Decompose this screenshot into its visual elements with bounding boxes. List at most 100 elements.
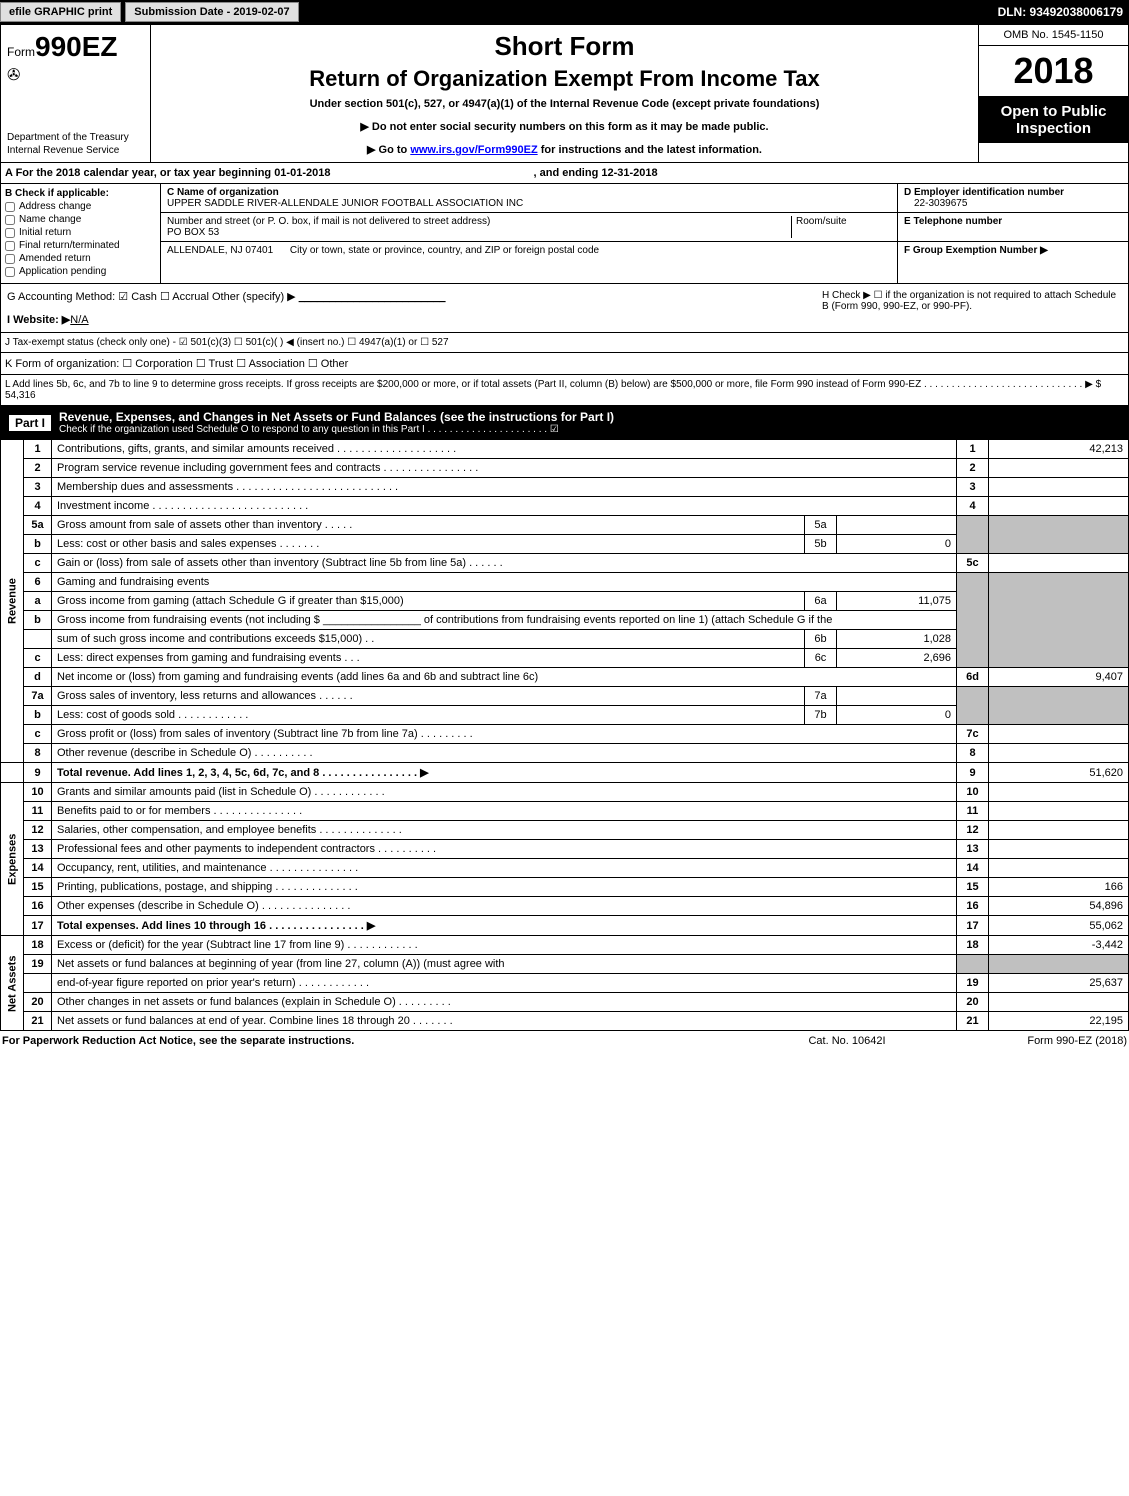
line-value <box>989 744 1129 763</box>
line-desc: Program service revenue including govern… <box>52 459 957 478</box>
line-num: c <box>24 554 52 573</box>
line-ref: 5c <box>957 554 989 573</box>
netassets-side-label: Net Assets <box>1 936 24 1031</box>
chk-amended-return[interactable] <box>5 254 15 264</box>
line-desc: sum of such gross income and contributio… <box>52 630 805 649</box>
line-value: 9,407 <box>989 668 1129 687</box>
line-value: 55,062 <box>989 916 1129 936</box>
line-num: 10 <box>24 783 52 802</box>
line-value <box>989 859 1129 878</box>
line-num: 12 <box>24 821 52 840</box>
line-num: 5a <box>24 516 52 535</box>
line-desc: Less: cost of goods sold . . . . . . . .… <box>52 706 805 725</box>
gray-cell <box>957 955 989 974</box>
goto-instructions: ▶ Go to www.irs.gov/Form990EZ for instru… <box>157 143 972 156</box>
submission-date: Submission Date - 2019-02-07 <box>125 2 298 22</box>
line-value <box>989 821 1129 840</box>
irs-link[interactable]: www.irs.gov/Form990EZ <box>410 144 537 156</box>
efile-print-button[interactable]: efile GRAPHIC print <box>0 2 121 22</box>
line-num: b <box>24 611 52 630</box>
chk-initial-return[interactable] <box>5 228 15 238</box>
i-website-label: I Website: ▶ <box>7 314 70 326</box>
dept-treasury: Department of the Treasury <box>7 132 144 143</box>
line-desc: Gain or (loss) from sale of assets other… <box>52 554 957 573</box>
mini-ref: 7a <box>805 687 837 706</box>
city-label: City or town, state or province, country… <box>290 245 599 256</box>
line-desc: Investment income . . . . . . . . . . . … <box>52 497 957 516</box>
form-ref: Form 990-EZ (2018) <box>947 1035 1127 1047</box>
gray-cell <box>957 573 989 668</box>
line-desc: Membership dues and assessments . . . . … <box>52 478 957 497</box>
line-a-label: A For the 2018 calendar year, or tax yea… <box>5 167 330 179</box>
line-ref: 3 <box>957 478 989 497</box>
part1-title: Revenue, Expenses, and Changes in Net As… <box>59 410 614 424</box>
line-num: 8 <box>24 744 52 763</box>
k-form-org: K Form of organization: ☐ Corporation ☐ … <box>0 353 1129 375</box>
irs-label: Internal Revenue Service <box>7 145 144 156</box>
line-ref: 1 <box>957 440 989 459</box>
c-name-label: C Name of organization <box>167 187 279 198</box>
org-name: UPPER SADDLE RIVER-ALLENDALE JUNIOR FOOT… <box>167 198 523 209</box>
tax-year: 2018 <box>979 46 1128 97</box>
chk-application-pending[interactable] <box>5 267 15 277</box>
line-num: c <box>24 725 52 744</box>
line-num: 2 <box>24 459 52 478</box>
expenses-side-label: Expenses <box>1 783 24 936</box>
goto-post: for instructions and the latest informat… <box>538 144 762 156</box>
treasury-seal-icon: ✇ <box>7 65 144 85</box>
line-num <box>24 974 52 993</box>
line-num: 1 <box>24 440 52 459</box>
line-ref: 12 <box>957 821 989 840</box>
omb-number: OMB No. 1545-1150 <box>979 25 1128 46</box>
line-ref: 15 <box>957 878 989 897</box>
line-desc: Gross income from gaming (attach Schedul… <box>52 592 805 611</box>
line-num: 19 <box>24 955 52 974</box>
line-desc: Gross amount from sale of assets other t… <box>52 516 805 535</box>
line-num: 3 <box>24 478 52 497</box>
line-num: 18 <box>24 936 52 955</box>
line-ref: 18 <box>957 936 989 955</box>
line-num: 9 <box>24 763 52 783</box>
gray-cell <box>989 516 1129 554</box>
e-phone-label: E Telephone number <box>904 216 1002 227</box>
main-title: Return of Organization Exempt From Incom… <box>157 66 972 92</box>
d-ein-label: D Employer identification number <box>904 187 1064 198</box>
line-desc: Net assets or fund balances at end of ye… <box>52 1012 957 1031</box>
line-num: d <box>24 668 52 687</box>
line-value <box>989 840 1129 859</box>
gray-cell <box>989 687 1129 725</box>
mini-ref: 6b <box>805 630 837 649</box>
line-desc: Gross sales of inventory, less returns a… <box>52 687 805 706</box>
line-value <box>989 459 1129 478</box>
gray-cell <box>989 955 1129 974</box>
line-ref: 13 <box>957 840 989 859</box>
line-ref: 4 <box>957 497 989 516</box>
g-accounting: G Accounting Method: ☑ Cash ☐ Accrual Ot… <box>7 291 296 303</box>
line-desc: Net assets or fund balances at beginning… <box>52 955 957 974</box>
mini-val <box>837 687 957 706</box>
paperwork-notice: For Paperwork Reduction Act Notice, see … <box>2 1035 747 1047</box>
line-num: 13 <box>24 840 52 859</box>
d-ein-value: 22-3039675 <box>904 198 967 209</box>
chk-final-return[interactable] <box>5 241 15 251</box>
mini-ref: 6c <box>805 649 837 668</box>
mini-val: 0 <box>837 535 957 554</box>
line-a-ending: , and ending 12-31-2018 <box>534 167 658 179</box>
mini-val: 1,028 <box>837 630 957 649</box>
street-value: PO BOX 53 <box>167 227 219 238</box>
room-suite-label: Room/suite <box>791 216 891 238</box>
line-value: -3,442 <box>989 936 1129 955</box>
line-desc: Professional fees and other payments to … <box>52 840 957 859</box>
line-ref: 9 <box>957 763 989 783</box>
form-prefix: Form <box>7 45 35 59</box>
line-ref: 14 <box>957 859 989 878</box>
line-num: 21 <box>24 1012 52 1031</box>
line-ref: 20 <box>957 993 989 1012</box>
line-desc: Total expenses. Add lines 10 through 16 … <box>52 916 957 936</box>
line-num: 6 <box>24 573 52 592</box>
mini-val: 2,696 <box>837 649 957 668</box>
chk-name-change[interactable] <box>5 215 15 225</box>
chk-address-change[interactable] <box>5 202 15 212</box>
line-num: 7a <box>24 687 52 706</box>
short-form-title: Short Form <box>157 31 972 62</box>
